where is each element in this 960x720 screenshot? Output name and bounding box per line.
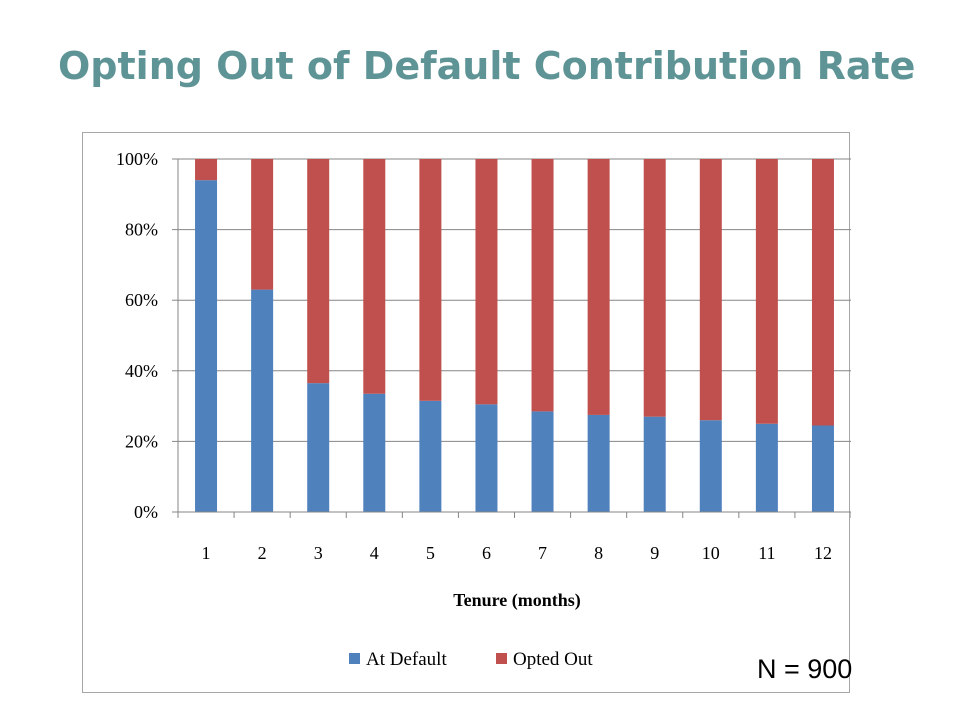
y-tick-label: 40%: [125, 361, 158, 381]
legend-label: Opted Out: [513, 649, 593, 670]
x-tick-labels: 1 2 3 4 5 6 7 8 9 10 11 12: [202, 543, 832, 563]
x-tick-label: 8: [594, 543, 603, 563]
x-tick-label: 1: [202, 543, 211, 563]
bar-at-default: [363, 393, 386, 512]
legend-swatch: [349, 653, 360, 664]
legend: At Default Opted Out: [349, 649, 593, 670]
x-axis-title: Tenure (months): [453, 590, 581, 611]
x-tick-label: 5: [426, 543, 435, 563]
bar-opted-out: [643, 159, 666, 417]
x-tick-label: 2: [258, 543, 267, 563]
y-tick-label: 100%: [116, 149, 158, 169]
bars: [195, 159, 834, 512]
legend-label: At Default: [366, 649, 447, 670]
chart-area: 0% 20% 40% 60% 80% 100% 1 2 3 4 5 6 7 8 9 10 11 12 Tenur…: [82, 132, 851, 693]
x-tick-label: 7: [538, 543, 547, 563]
y-tick-label: 0%: [134, 502, 158, 522]
axes: [177, 159, 851, 513]
x-tick-label: 3: [314, 543, 323, 563]
bar-at-default: [419, 400, 442, 512]
bar-opted-out: [587, 159, 610, 415]
bar-opted-out: [699, 159, 722, 421]
sample-size-note: N = 900: [757, 654, 853, 684]
bar-opted-out: [419, 159, 442, 401]
x-tick-label: 12: [814, 543, 832, 563]
bar-at-default: [699, 420, 722, 512]
bar-opted-out: [531, 159, 554, 412]
legend-swatch: [496, 653, 507, 664]
y-tick-labels: 0% 20% 40% 60% 80% 100%: [116, 149, 158, 522]
bar-opted-out: [307, 159, 330, 384]
bar-at-default: [587, 414, 610, 512]
y-tick-label: 20%: [125, 431, 158, 451]
x-tick-label: 6: [482, 543, 491, 563]
bar-opted-out: [363, 159, 386, 394]
bar-at-default: [307, 383, 330, 512]
bar-at-default: [811, 425, 834, 512]
bar-opted-out: [251, 159, 274, 290]
y-tick-label: 60%: [125, 290, 158, 310]
bar-at-default: [531, 411, 554, 512]
x-tick-label: 9: [650, 543, 659, 563]
slide-title: Opting Out of Default Contribution Rate: [58, 44, 916, 88]
bar-at-default: [475, 404, 498, 512]
bar-at-default: [643, 416, 666, 512]
gridlines: [172, 158, 851, 518]
bar-opted-out: [475, 159, 498, 405]
bar-opted-out: [755, 159, 778, 424]
stacked-bar-chart: 0%20%40%60%80%100% 1 2 3 4 5 6 7 8 9 10 11 12 Tenur…: [116, 149, 851, 670]
bar-at-default: [251, 289, 274, 512]
bar-opted-out: [811, 159, 834, 426]
x-tick-label: 11: [758, 543, 775, 563]
x-tick-label: 4: [370, 543, 379, 563]
bar-at-default: [195, 180, 218, 512]
x-tick-label: 10: [702, 543, 720, 563]
bar-at-default: [755, 423, 778, 512]
y-tick-label: 80%: [125, 220, 158, 240]
bar-opted-out: [195, 159, 218, 181]
